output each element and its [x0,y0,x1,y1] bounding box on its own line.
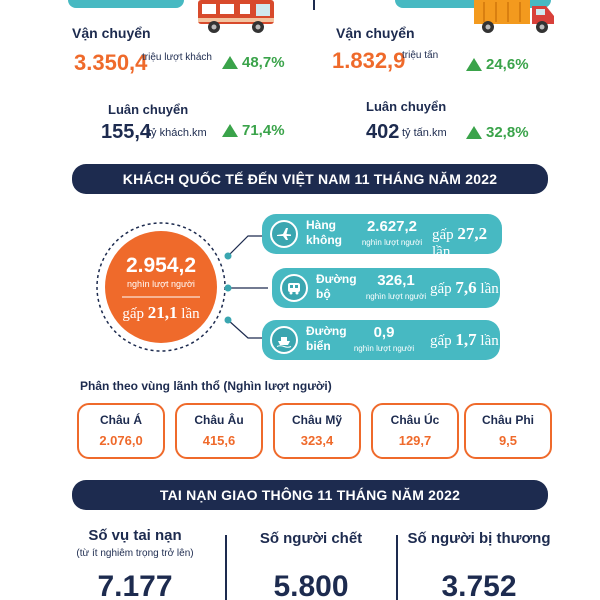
times-value: 27,2 [457,224,488,243]
freight-turnover-value: 402 [366,121,400,143]
times-suffix: lần [480,333,499,349]
mode-times: gấp 7,6 lần [430,278,499,298]
region-card-europe: Châu Âu 415,6 [175,403,263,459]
passenger-volume-unit: triệu lượt khách [142,52,212,63]
mode-pill-sea: Đường biển 0,9 nghìn lượt người gấp 1,7 l… [262,320,500,360]
mode-times: gấp 27,2 lần [432,224,502,261]
times-prefix: gấp [122,306,145,322]
camper-van-icon [198,0,274,33]
mode-name-line2: biển [306,339,331,353]
growth-value: 71,4% [242,122,285,139]
region-card-oceania: Châu Úc 129,7 [371,403,459,459]
region-value: 129,7 [398,433,432,448]
bus-icon [280,274,308,302]
freight-turnover-growth: 32,8% [466,124,529,141]
region-value: 415,6 [202,433,236,448]
passenger-turnover-unit: tỷ khách.km [148,127,207,139]
region-card-africa: Châu Phi 9,5 [464,403,552,459]
mode-unit: nghìn lượt người [353,344,415,353]
region-value: 2.076,0 [99,433,143,448]
mode-value: 326,1 [377,272,415,289]
freight-volume-unit: triệu tấn [402,50,439,61]
region-value: 323,4 [300,433,334,448]
accident-count-sublabel: (từ ít nghiêm trọng trở lên) [76,548,194,559]
mode-name-line2: không [306,233,342,247]
region-name: Châu Âu [194,413,244,427]
mode-value: 0,9 [373,324,395,341]
stat-divider [396,535,398,600]
mode-value: 2.627,2 [366,218,418,235]
mode-name-line1: Hàng [306,218,336,232]
passenger-volume-growth: 48,7% [222,54,285,71]
airplane-icon [270,220,298,248]
accidents-section-title: TAI NẠN GIAO THÔNG 11 THÁNG NĂM 2022 [72,480,548,510]
times-prefix: gấp [432,227,454,243]
top-divider [313,0,315,10]
up-arrow-icon [222,56,238,69]
freight-turnover-unit: tỷ tấn.km [402,127,447,139]
region-card-asia: Châu Á 2.076,0 [77,403,165,459]
mode-times: gấp 1,7 lần [430,330,499,350]
visitors-total-value: 2.954,2 [125,254,197,277]
times-prefix: gấp [430,281,452,297]
deaths-label: Số người chết [259,530,363,547]
mode-name-line1: Đường [306,324,347,338]
growth-value: 32,8% [486,124,529,141]
times-suffix: lần [480,281,499,297]
freight-header-tab [395,0,551,8]
ship-icon [270,326,298,354]
passenger-turnover-label: Luân chuyển [108,102,189,117]
times-prefix: gấp [430,333,452,349]
visitors-section-title: KHÁCH QUỐC TẾ ĐẾN VIỆT NAM 11 THÁNG NĂM … [72,164,548,194]
mode-name-line2: bộ [316,287,331,301]
times-suffix: lần [181,306,200,322]
times-suffix: lần [432,244,451,260]
mode-unit: nghìn lượt người [365,292,427,301]
truck-icon [474,0,554,33]
mode-pill-road: Đường bộ 326,1 nghìn lượt người gấp 7,6 l… [272,268,500,308]
region-heading: Phân theo vùng lãnh thổ (Nghìn lượt ngườ… [80,379,332,393]
region-name: Châu Phi [481,413,534,427]
passenger-volume-label: Vận chuyển [72,25,151,41]
freight-volume-value: 1.832,9 [332,48,406,73]
up-arrow-icon [466,58,482,71]
growth-value: 48,7% [242,54,285,71]
passenger-volume-value: 3.350,4 [74,50,148,75]
injured-value: 3.752 [441,570,517,600]
growth-value: 24,6% [486,56,529,73]
accident-count-value: 7.177 [97,570,173,600]
freight-turnover-label: Luân chuyển [366,99,447,114]
region-name: Châu Mỹ [291,413,342,427]
freight-volume-growth: 24,6% [466,56,529,73]
up-arrow-icon [222,124,238,137]
region-value: 9,5 [498,433,518,448]
up-arrow-icon [466,126,482,139]
visitors-total-unit: nghìn lượt người [127,279,195,289]
times-value: 7,6 [455,278,477,297]
visitors-total-times: gấp 21,1 lần [110,303,212,323]
times-value: 21,1 [147,303,178,322]
passenger-turnover-value: 155,4 [101,121,152,143]
region-card-america: Châu Mỹ 323,4 [273,403,361,459]
accident-count-label: Số vụ tai nạn [88,527,182,544]
times-value: 1,7 [455,330,477,349]
connector-lines [224,235,268,339]
mode-name-line1: Đường [316,272,357,286]
freight-volume-label: Vận chuyển [336,25,415,41]
deaths-value: 5.800 [273,570,349,600]
passenger-header-tab [68,0,184,8]
stat-divider [225,535,227,600]
mode-pill-air: Hàng không 2.627,2 nghìn lượt người gấp 2… [262,214,502,260]
region-name: Châu Á [100,413,142,427]
mode-unit: nghìn lượt người [361,238,423,247]
injured-label: Số người bị thương [407,530,551,547]
passenger-turnover-growth: 71,4% [222,122,285,139]
region-name: Châu Úc [390,413,440,427]
